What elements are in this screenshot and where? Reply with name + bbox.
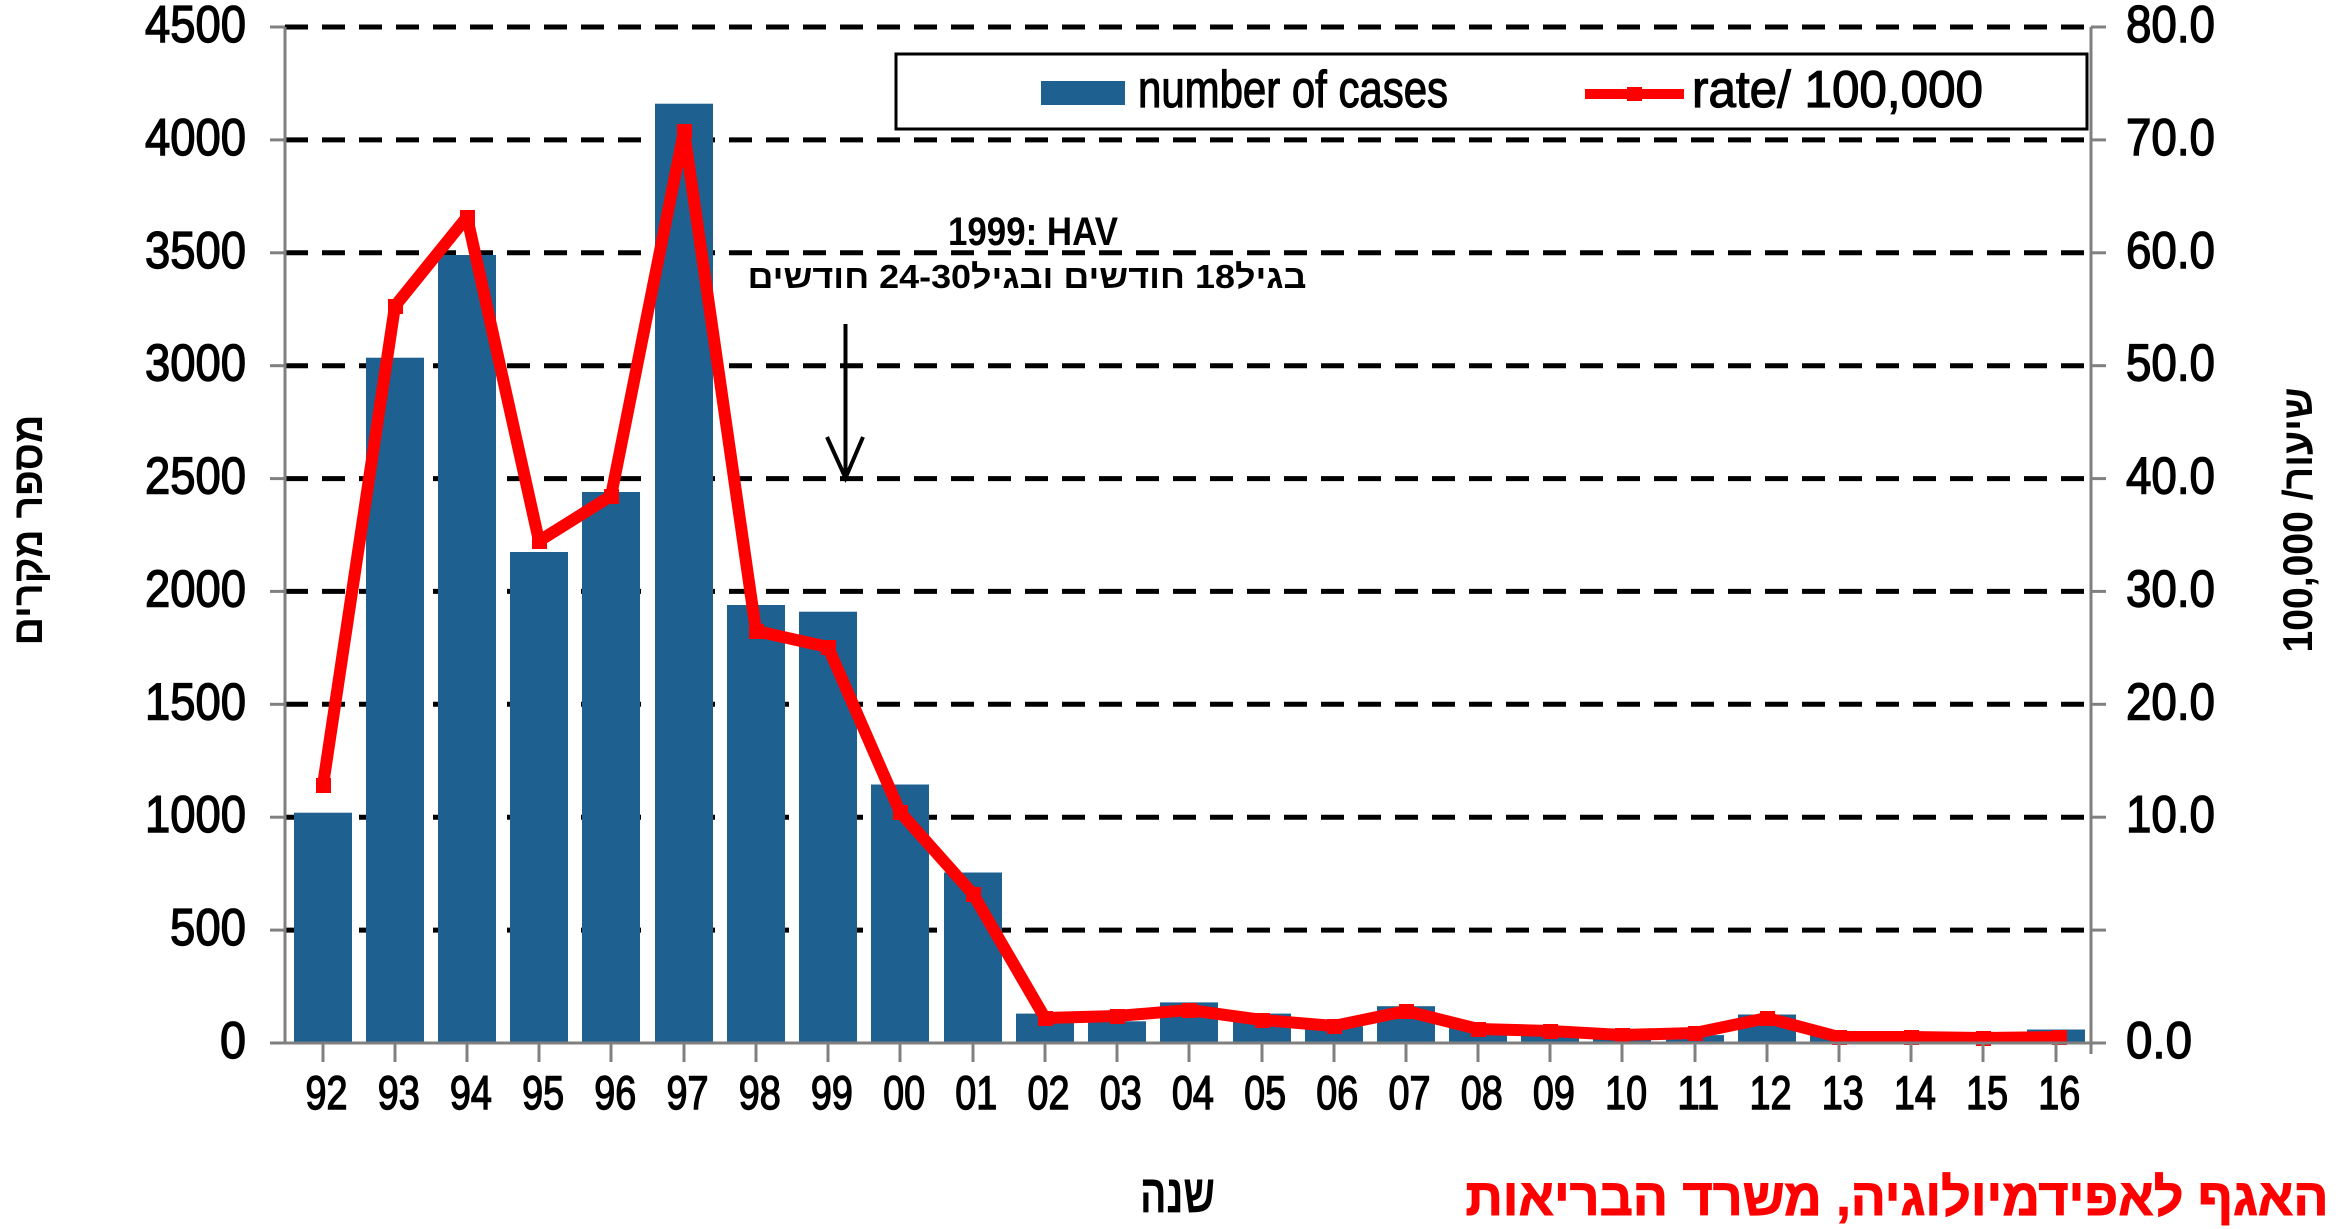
svg-text:60.0: 60.0	[2126, 222, 2215, 280]
svg-text:2500: 2500	[145, 448, 246, 506]
svg-text:0.0: 0.0	[2126, 1012, 2192, 1070]
svg-text:1000: 1000	[145, 786, 246, 844]
svg-text:2000: 2000	[145, 560, 246, 618]
svg-text:שיעור/ 100,000: שיעור/ 100,000	[2274, 388, 2321, 653]
svg-text:500: 500	[170, 899, 246, 957]
svg-text:האגף לאפידמיולוגיה, משרד הבריא: האגף לאפידמיולוגיה, משרד הבריאות	[1465, 1169, 2328, 1227]
svg-text:4000: 4000	[145, 109, 246, 167]
svg-text:97: 97	[667, 1066, 709, 1119]
svg-text:16: 16	[2038, 1066, 2080, 1119]
svg-text:15: 15	[1966, 1066, 2008, 1119]
svg-text:1999: HAV: 1999: HAV	[948, 210, 1118, 254]
svg-text:05: 05	[1244, 1066, 1286, 1119]
svg-text:00: 00	[883, 1066, 925, 1119]
svg-text:02: 02	[1028, 1066, 1070, 1119]
svg-text:rate/ 100,000: rate/ 100,000	[1692, 61, 1983, 119]
svg-text:92: 92	[306, 1066, 348, 1119]
svg-text:95: 95	[522, 1066, 564, 1119]
svg-text:1500: 1500	[145, 673, 246, 731]
svg-text:70.0: 70.0	[2126, 109, 2215, 167]
svg-text:3500: 3500	[145, 222, 246, 280]
svg-text:99: 99	[811, 1066, 853, 1119]
svg-text:0: 0	[220, 1012, 246, 1070]
svg-text:20.0: 20.0	[2126, 673, 2215, 731]
svg-text:80.0: 80.0	[2126, 0, 2215, 54]
svg-text:14: 14	[1894, 1066, 1936, 1119]
svg-text:13: 13	[1822, 1066, 1864, 1119]
svg-text:07: 07	[1389, 1066, 1431, 1119]
svg-text:10: 10	[1605, 1066, 1647, 1119]
svg-text:08: 08	[1461, 1066, 1503, 1119]
svg-text:09: 09	[1533, 1066, 1575, 1119]
svg-text:93: 93	[378, 1066, 420, 1119]
svg-text:04: 04	[1172, 1066, 1214, 1119]
svg-text:40.0: 40.0	[2126, 448, 2215, 506]
svg-text:50.0: 50.0	[2126, 335, 2215, 393]
svg-text:98: 98	[739, 1066, 781, 1119]
svg-text:96: 96	[594, 1066, 636, 1119]
svg-text:01: 01	[955, 1066, 997, 1119]
svg-text:10.0: 10.0	[2126, 786, 2215, 844]
svg-text:מספר מקרים: מספר מקרים	[4, 415, 51, 646]
svg-text:12: 12	[1750, 1066, 1792, 1119]
svg-text:number of cases: number of cases	[1138, 61, 1448, 119]
svg-text:4500: 4500	[145, 0, 246, 54]
svg-text:30.0: 30.0	[2126, 560, 2215, 618]
svg-text:06: 06	[1316, 1066, 1358, 1119]
svg-text:בגיל18 חודשים ובגיל24-30 חודשי: בגיל18 חודשים ובגיל24-30 חודשים	[748, 258, 1307, 295]
svg-text:3000: 3000	[145, 335, 246, 393]
svg-text:שנה: שנה	[1140, 1164, 1215, 1224]
svg-text:94: 94	[450, 1066, 492, 1119]
svg-text:03: 03	[1100, 1066, 1142, 1119]
svg-text:11: 11	[1677, 1066, 1719, 1119]
